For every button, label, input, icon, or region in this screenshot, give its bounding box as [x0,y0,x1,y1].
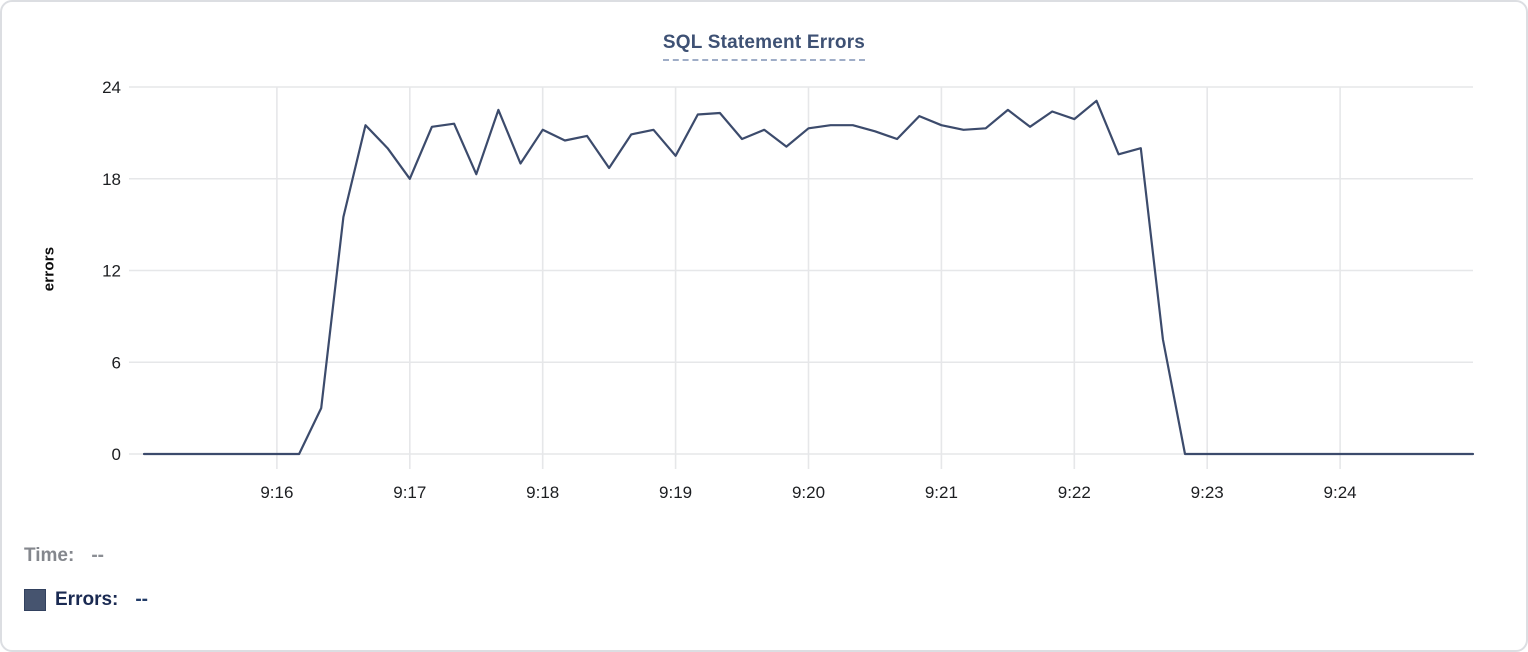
y-tick-label: 18 [102,170,121,189]
x-tick-label: 9:24 [1324,483,1357,502]
x-tick-label: 9:21 [925,483,958,502]
y-tick-label: 6 [112,353,121,372]
time-label: Time: [24,545,75,566]
errors-value: -- [135,589,149,610]
x-tick-label: 9:19 [659,483,692,502]
errors-series-swatch-icon [24,589,46,611]
x-tick-label: 9:16 [260,483,293,502]
tooltip-time-row: Time: -- [24,545,104,567]
chart-title[interactable]: SQL Statement Errors [662,32,866,61]
chart-header: SQL Statement Errors [2,32,1526,61]
errors-label: Errors: [55,589,119,610]
x-tick-label: 9:22 [1058,483,1091,502]
x-tick-label: 9:20 [792,483,825,502]
errors-series-line [142,99,1475,456]
x-tick-label: 9:23 [1191,483,1224,502]
x-tick-label: 9:17 [393,483,426,502]
y-tick-label: 0 [112,445,121,464]
x-tick-label: 9:18 [526,483,559,502]
y-tick-label: 24 [102,78,121,97]
tooltip-errors-row: Errors: -- [24,589,148,611]
y-tick-label: 12 [102,262,121,281]
time-value: -- [91,545,104,566]
